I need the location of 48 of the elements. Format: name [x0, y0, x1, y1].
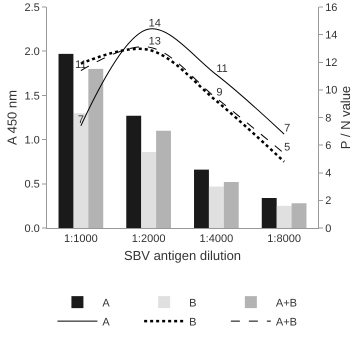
legend-label: A [102, 297, 110, 310]
bar [156, 130, 171, 228]
data-label: 14 [148, 17, 161, 30]
x-tick-label: 1:4000 [200, 233, 234, 246]
x-tick-label: 1:1000 [64, 233, 98, 246]
y-tick-label: 0.5 [24, 178, 40, 191]
y-tick-label: 2.0 [24, 46, 40, 58]
data-label: 5 [284, 142, 290, 154]
data-label: 7 [78, 114, 84, 126]
bar [141, 152, 156, 228]
legend-label: A [102, 316, 110, 328]
y2-axis-title: P / N value [338, 86, 354, 150]
legend-label: B [189, 297, 196, 310]
data-label: 11 [216, 62, 228, 75]
y2-tick-label: 6 [325, 140, 332, 152]
legend-label: A+B [276, 297, 297, 310]
bar [88, 68, 104, 228]
data-label: 9 [216, 86, 223, 98]
y-tick-label: 1.5 [24, 90, 40, 102]
y2-tick-label: 16 [325, 2, 338, 14]
y-tick-label: 0.0 [24, 222, 40, 235]
y2-tick-label: 4 [325, 168, 332, 180]
bar [208, 186, 224, 228]
data-label: 11 [75, 58, 87, 71]
bar [276, 206, 292, 228]
y2-tick-label: 10 [325, 84, 338, 97]
bar [194, 170, 209, 228]
y2-tick-label: 8 [325, 112, 332, 124]
legend-label: A+B [276, 316, 297, 328]
legend-label: B [189, 316, 196, 328]
x-axis-title: SBV antigen dilution [124, 248, 242, 263]
y2-tick-label: 14 [325, 29, 338, 42]
y-tick-label: 2.5 [24, 2, 40, 14]
y2-tick-label: 12 [325, 57, 338, 70]
bar [73, 113, 88, 228]
bar [58, 54, 74, 228]
bar [126, 116, 142, 228]
data-label: 13 [148, 35, 161, 48]
x-tick-label: 1:2000 [132, 233, 166, 246]
y-axis-title: A 450 nm [4, 90, 20, 145]
y2-tick-label: 2 [325, 195, 332, 208]
y-tick-label: 1.0 [24, 134, 40, 146]
bar [224, 182, 239, 228]
data-label: 7 [284, 122, 290, 134]
bar [262, 198, 277, 228]
x-tick-label: 1:8000 [267, 233, 301, 246]
y2-tick-label: 0 [325, 222, 332, 235]
bar [292, 203, 306, 228]
